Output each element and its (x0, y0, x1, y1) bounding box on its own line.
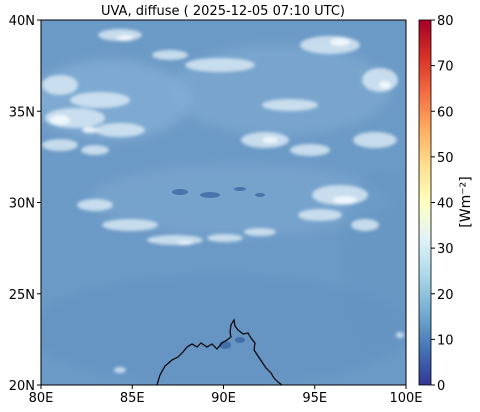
colorbar-tick-label: 20 (437, 288, 454, 303)
x-tick-label: 90E (211, 391, 236, 406)
x-tick-label: 80E (29, 391, 54, 406)
y-tick-label: 30N (9, 197, 35, 212)
colorbar-label: [Wm⁻²] (458, 176, 474, 227)
colorbar-tick-label: 70 (437, 60, 454, 75)
map-panel: 80E 85E 90E 95E 100E 20N 25N 30N 35N 40N (9, 14, 423, 406)
y-axis: 20N 25N 30N 35N 40N (9, 14, 41, 394)
y-tick-label: 35N (9, 105, 35, 120)
colorbar-tick-label: 30 (437, 242, 454, 257)
colorbar-tick-label: 0 (437, 379, 445, 394)
x-tick-label: 85E (120, 391, 145, 406)
x-axis: 80E 85E 90E 95E 100E (29, 385, 423, 406)
y-tick-label: 25N (9, 288, 35, 303)
colorbar-tick-label: 80 (437, 14, 454, 29)
colorbar-ticks: 0 10 20 30 40 50 60 70 80 (431, 14, 454, 394)
y-tick-label: 40N (9, 14, 35, 29)
colorbar-tick-label: 60 (437, 105, 454, 120)
colorbar: 0 10 20 30 40 50 60 70 80 [Wm⁻²] (418, 14, 474, 394)
colorbar-gradient (419, 20, 431, 385)
x-tick-label: 100E (389, 391, 422, 406)
low-radiation-patches (172, 187, 265, 349)
y-tick-label: 20N (9, 379, 35, 394)
coastline (156, 318, 283, 385)
colorbar-tick-label: 10 (437, 333, 454, 348)
chart-title: UVA, diffuse ( 2025-12-05 07:10 UTC) (101, 4, 345, 19)
colorbar-tick-label: 40 (437, 197, 454, 212)
colorbar-tick-label: 50 (437, 151, 454, 166)
cloud-features (42, 29, 404, 373)
x-tick-label: 95E (302, 391, 327, 406)
